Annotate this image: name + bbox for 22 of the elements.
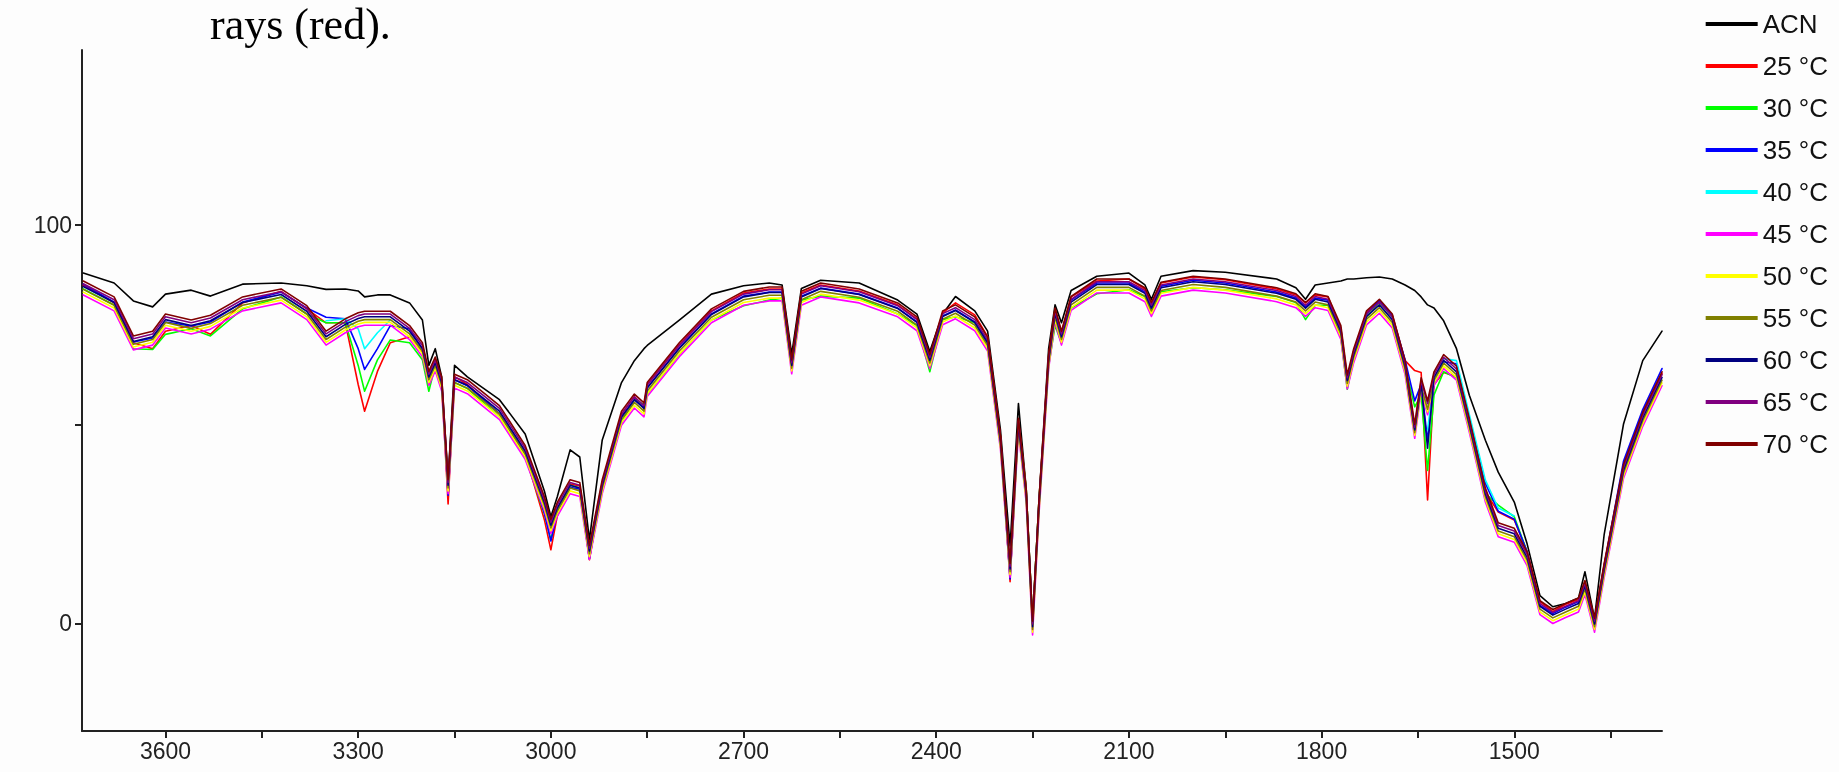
legend-label: 55 °C [1762, 303, 1829, 333]
x-tick-label: 3000 [525, 737, 577, 764]
x-tick-label: 2700 [717, 737, 770, 764]
legend-label: 40 °C [1762, 177, 1829, 207]
x-tick-label: 2400 [910, 737, 962, 764]
legend-label: 25 °C [1762, 51, 1829, 81]
x-tick-label: 3600 [139, 737, 192, 764]
legend-label: ACN [1762, 9, 1818, 39]
x-tick-label: 1800 [1296, 737, 1348, 764]
legend-label: 70 °C [1762, 429, 1829, 459]
legend-label: 30 °C [1762, 93, 1829, 123]
legend-label: 50 °C [1762, 261, 1829, 291]
x-tick-label: 2100 [1103, 737, 1155, 764]
legend-label: 45 °C [1762, 219, 1829, 249]
x-tick-label: 3300 [332, 737, 384, 764]
legend-label: 35 °C [1762, 135, 1829, 165]
y-tick-label: 0 [59, 610, 72, 637]
text: rays (red). [210, 0, 391, 49]
y-tick-label: 100 [33, 212, 72, 239]
legend-label: 60 °C [1762, 345, 1829, 375]
x-tick-label: 1500 [1488, 737, 1540, 764]
legend-label: 65 °C [1762, 387, 1829, 417]
